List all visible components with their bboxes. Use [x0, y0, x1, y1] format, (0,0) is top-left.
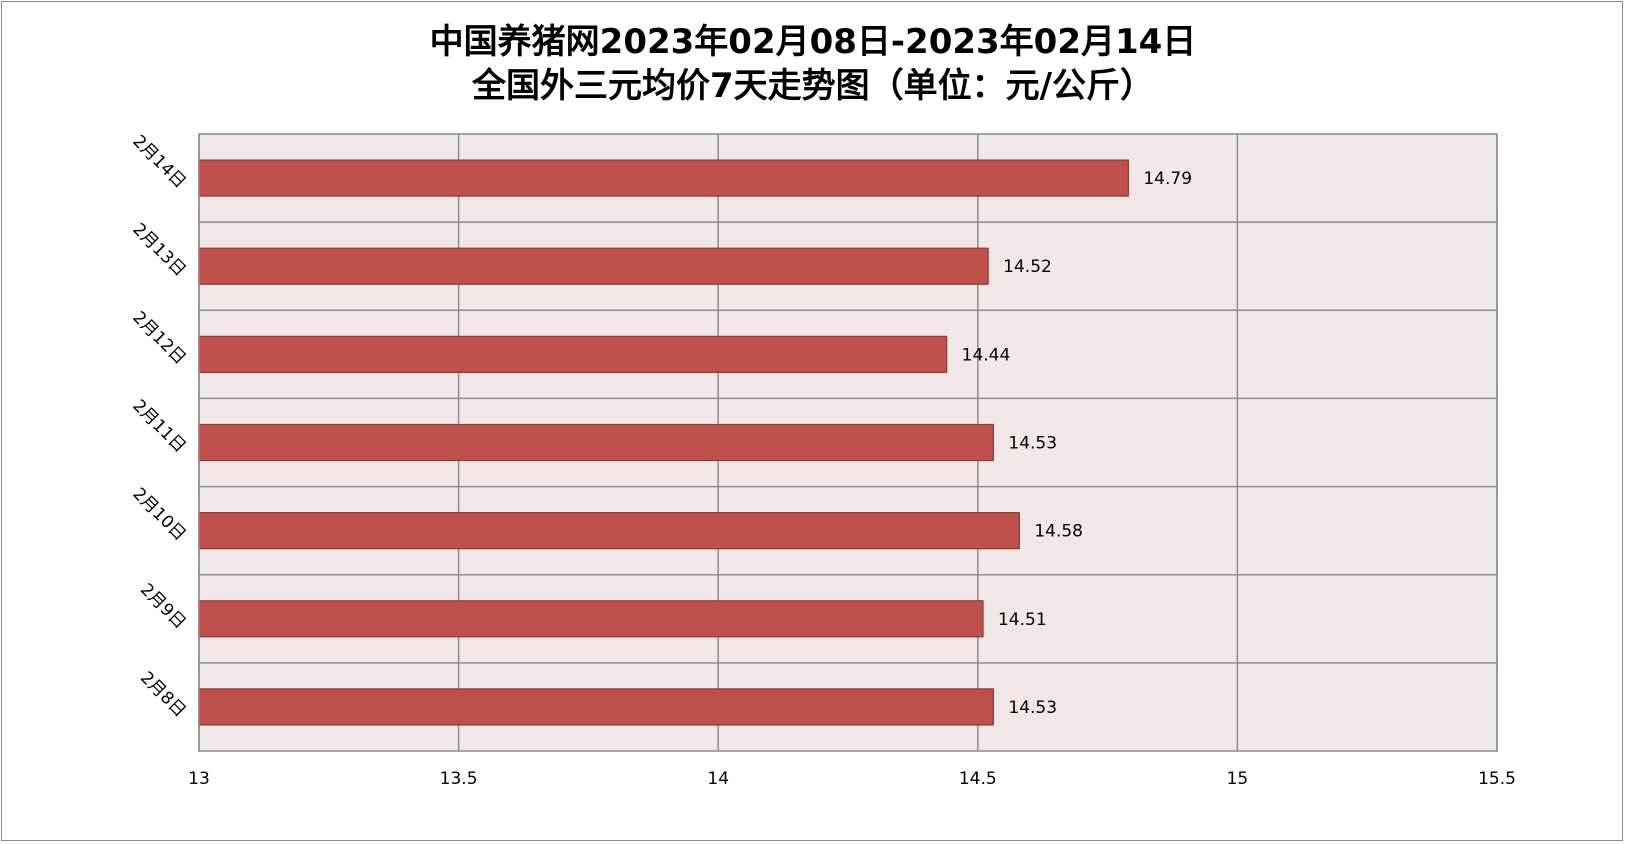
bar — [198, 688, 994, 726]
data-label: 14.79 — [1143, 169, 1192, 189]
data-label: 14.51 — [998, 610, 1047, 630]
y-tick-label: 2月8日 — [136, 668, 189, 721]
chart-title-line-1: 中国养猪网2023年02月08日-2023年02月14日 — [429, 22, 1197, 62]
x-tick-label: 13.5 — [440, 769, 478, 789]
bar — [198, 335, 948, 373]
plot-border — [198, 133, 1498, 752]
bar — [198, 159, 1129, 197]
y-tick-label: 2月12日 — [128, 308, 189, 369]
data-labels: 14.53 14.51 14.58 14.53 14.44 14.52 14.79 — [962, 169, 1192, 718]
data-label: 14.52 — [1003, 257, 1052, 277]
chart-title-line-2: 全国外三元均价7天走势图（单位：元/公斤） — [471, 66, 1155, 106]
bar — [198, 600, 984, 638]
x-tick-label: 15 — [1227, 769, 1249, 789]
bars — [198, 159, 1129, 726]
bar — [198, 423, 994, 462]
bar — [198, 512, 1020, 550]
y-tick-label: 2月14日 — [128, 131, 189, 192]
x-tick-label: 15.5 — [1478, 769, 1516, 789]
data-label: 14.53 — [1008, 434, 1057, 454]
data-label: 14.58 — [1034, 522, 1083, 542]
x-tick-label: 14 — [707, 769, 729, 789]
y-tick-label: 2月13日 — [128, 220, 189, 281]
y-tick-label: 2月9日 — [136, 580, 189, 633]
y-axis-ticks: 2月8日 2月9日 2月10日 2月11日 2月12日 2月13日 2月14日 — [128, 131, 189, 721]
data-label: 14.44 — [962, 345, 1011, 365]
x-axis-ticks: 13 13.5 14 14.5 15 15.5 — [188, 769, 1516, 789]
x-tick-label: 13 — [188, 769, 210, 789]
bar — [198, 247, 989, 285]
data-label: 14.53 — [1008, 698, 1057, 718]
y-tick-label: 2月11日 — [128, 396, 189, 457]
y-tick-label: 2月10日 — [128, 484, 189, 545]
x-tick-label: 14.5 — [959, 769, 997, 789]
